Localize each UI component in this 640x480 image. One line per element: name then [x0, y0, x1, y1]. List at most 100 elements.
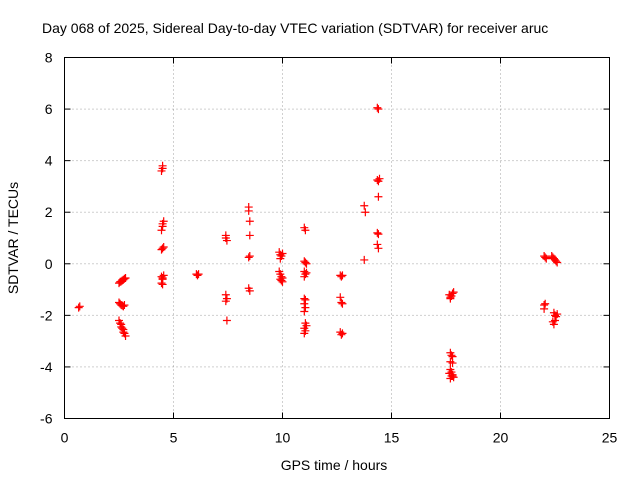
data-point [373, 240, 382, 249]
data-point [75, 302, 84, 311]
data-point [158, 161, 167, 170]
data-point [159, 271, 168, 280]
data-point [302, 268, 311, 277]
data-point [446, 294, 455, 303]
data-point [373, 103, 382, 112]
data-point [300, 299, 309, 308]
data-point [159, 243, 168, 252]
axis-ticks: 0 5 10 15 20 25 -6 -4 -2 0 2 4 6 8 [40, 50, 617, 446]
data-point [301, 258, 310, 267]
data-point [449, 288, 458, 297]
data-point [118, 324, 127, 333]
data-point [449, 373, 458, 382]
x-tick-label: 10 [275, 430, 291, 446]
data-point [374, 230, 383, 239]
data-point [301, 303, 310, 312]
y-tick-label: -2 [40, 307, 53, 323]
data-point [157, 226, 166, 235]
data-point [447, 351, 456, 360]
data-point [116, 319, 125, 328]
data-point [158, 244, 167, 253]
data-point [193, 271, 202, 280]
y-tick-label: 0 [45, 256, 53, 272]
data-point [245, 252, 254, 261]
data-point [119, 302, 128, 311]
data-point [222, 236, 231, 245]
data-point [337, 298, 346, 307]
data-point [245, 231, 254, 240]
data-point [448, 289, 457, 298]
data-point [120, 274, 129, 283]
data-point [337, 272, 346, 281]
data-point [542, 254, 551, 263]
data-point [549, 320, 558, 329]
data-point [300, 272, 309, 281]
data-point [277, 276, 286, 285]
data-point [375, 174, 384, 183]
data-point [540, 304, 549, 313]
data-point [552, 257, 561, 266]
y-tick-label: 2 [45, 204, 53, 220]
data-point [120, 301, 129, 310]
data-point [336, 293, 345, 302]
data-point [338, 299, 347, 308]
data-point [448, 359, 457, 368]
x-tick-label: 15 [384, 430, 400, 446]
y-tick-label: 8 [45, 50, 53, 66]
data-points [74, 103, 562, 383]
data-point [361, 208, 370, 217]
data-point [221, 297, 230, 306]
data-point [360, 255, 369, 264]
data-point [278, 249, 287, 258]
data-point [300, 329, 309, 338]
data-point [245, 217, 254, 226]
y-axis-label: SDTVAR / TECUs [5, 182, 21, 294]
y-tick-label: -6 [40, 411, 53, 427]
chart-title: Day 068 of 2025, Sidereal Day-to-day VTE… [42, 20, 548, 36]
data-point [446, 357, 455, 366]
data-point [373, 175, 382, 184]
data-point [301, 226, 310, 235]
plot-frame [64, 57, 610, 419]
data-point [245, 286, 254, 295]
data-point [374, 244, 383, 253]
x-tick-label: 5 [170, 430, 178, 446]
y-tick-label: 4 [45, 153, 53, 169]
data-point [244, 253, 253, 262]
data-point [158, 280, 167, 289]
data-point [194, 270, 203, 279]
data-point [337, 330, 346, 339]
data-point [157, 279, 166, 288]
data-point [221, 231, 230, 240]
data-point [121, 331, 130, 340]
data-point [278, 277, 287, 286]
y-tick-label: -4 [40, 359, 53, 375]
x-tick-label: 20 [493, 430, 509, 446]
data-point [301, 295, 310, 304]
data-point [373, 228, 382, 237]
x-tick-label: 0 [61, 430, 69, 446]
grid [64, 57, 610, 419]
x-axis-label: GPS time / hours [281, 457, 388, 473]
data-point [360, 201, 369, 210]
data-point [300, 307, 309, 316]
data-point [553, 258, 562, 267]
data-point [541, 253, 550, 262]
data-point [276, 254, 285, 263]
data-point [551, 316, 559, 325]
data-point [374, 105, 383, 114]
data-point [222, 316, 231, 325]
x-tick-label: 25 [602, 430, 618, 446]
data-point [302, 259, 311, 268]
data-point [74, 303, 83, 312]
data-point [121, 273, 130, 282]
data-point [244, 203, 253, 212]
data-point [374, 192, 383, 201]
y-tick-label: 6 [45, 101, 53, 117]
data-point [553, 310, 562, 319]
data-point [338, 271, 347, 280]
data-point [448, 371, 457, 380]
data-point [338, 329, 347, 338]
data-point [541, 299, 550, 308]
